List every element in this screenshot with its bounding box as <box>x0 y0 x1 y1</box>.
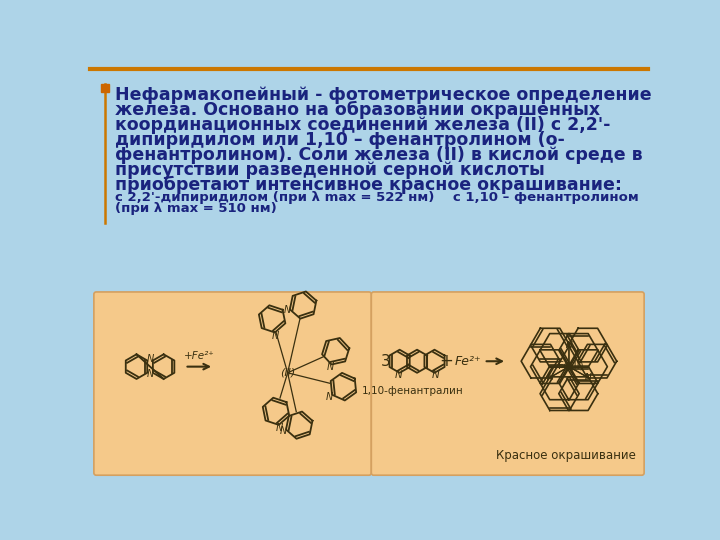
Text: приобретают интенсивное красное окрашивание:: приобретают интенсивное красное окрашива… <box>114 176 622 194</box>
Text: N: N <box>326 392 333 402</box>
Text: N: N <box>431 370 439 380</box>
Text: Fe²⁺: Fe²⁺ <box>455 355 482 368</box>
Text: N: N <box>147 354 154 364</box>
Text: N: N <box>565 341 572 349</box>
Text: +Fe²⁺: +Fe²⁺ <box>184 351 215 361</box>
Text: 1,10-фенантралин: 1,10-фенантралин <box>362 386 464 396</box>
Text: (при λ max = 510 нм): (при λ max = 510 нм) <box>114 202 276 215</box>
Text: Fe(II): Fe(II) <box>558 360 583 370</box>
Text: железа. Основано на образовании окрашенных: железа. Основано на образовании окрашенн… <box>114 100 600 119</box>
Text: N: N <box>546 373 554 382</box>
FancyBboxPatch shape <box>94 292 372 475</box>
Text: N: N <box>276 423 283 433</box>
Text: N: N <box>327 362 334 373</box>
Text: N: N <box>279 426 287 436</box>
Text: N: N <box>284 306 291 315</box>
Text: N: N <box>546 373 554 382</box>
Text: N: N <box>395 370 402 380</box>
Text: N: N <box>146 369 153 379</box>
Text: N: N <box>272 330 279 341</box>
Text: N: N <box>585 373 591 382</box>
Text: N: N <box>585 373 591 382</box>
Text: дипиридилом или 1,10 – фенантролином (о-: дипиридилом или 1,10 – фенантролином (о- <box>114 131 564 149</box>
Text: фенантролином). Соли железа (II) в кислой среде в: фенантролином). Соли железа (II) в кисло… <box>114 146 642 164</box>
Text: N: N <box>566 341 572 349</box>
Text: (II): (II) <box>280 368 295 378</box>
Text: 3: 3 <box>381 354 391 369</box>
Text: Нефармакопейный - фотометрическое определение: Нефармакопейный - фотометрическое опреде… <box>114 85 652 104</box>
FancyBboxPatch shape <box>372 292 644 475</box>
Text: +: + <box>440 352 454 370</box>
Text: с 2,2'-дипиридилом (при λ max = 522 нм)    с 1,10 – фенантролином: с 2,2'-дипиридилом (при λ max = 522 нм) … <box>114 192 639 205</box>
Bar <box>101 84 109 92</box>
Text: Красное окрашивание: Красное окрашивание <box>496 449 636 462</box>
Text: координационных соединений железа (II) с 2,2'-: координационных соединений железа (II) с… <box>114 116 611 133</box>
Text: присутствии разведенной серной кислоты: присутствии разведенной серной кислоты <box>114 161 544 179</box>
